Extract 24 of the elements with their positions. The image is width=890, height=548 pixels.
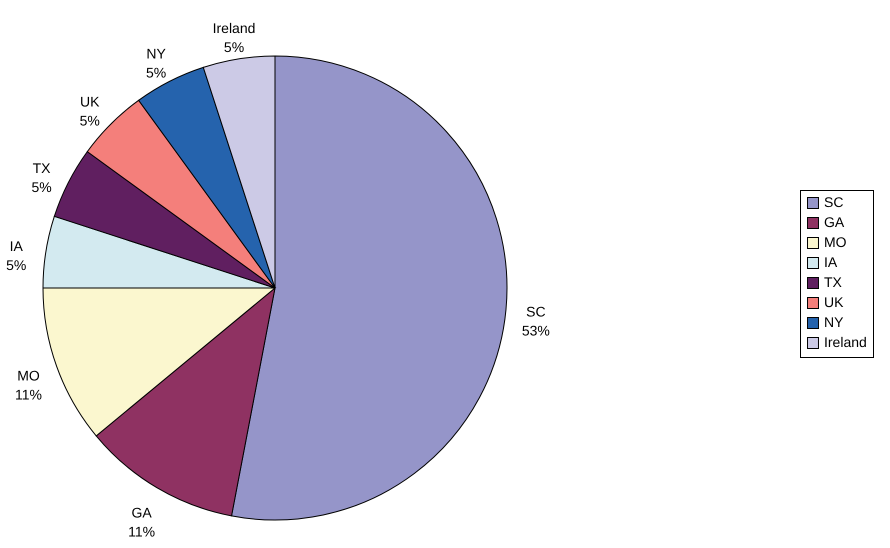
slice-label: GA [132, 504, 152, 521]
legend-label: GA [824, 214, 845, 230]
legend-label: SC [824, 194, 844, 210]
data-label: 11% [128, 524, 156, 540]
data-label: 5% [224, 39, 244, 56]
data-label: 5% [6, 257, 26, 274]
legend-label: UK [824, 294, 844, 310]
data-label: 5% [146, 64, 166, 81]
slice-label: Ireland [212, 20, 256, 36]
slice-label: IA [10, 238, 24, 254]
legend-label: NY [824, 314, 844, 330]
legend-label: IA [824, 254, 838, 270]
data-label: 11% [14, 386, 42, 403]
slice-label: UK [80, 94, 100, 110]
legend-label: Ireland [824, 334, 867, 350]
legend-label: MO [824, 234, 847, 250]
slice-label: NY [146, 46, 166, 62]
data-label: 5% [80, 112, 100, 129]
data-label: 53% [522, 322, 550, 339]
legend-label: TX [824, 274, 843, 290]
slice-label: SC [526, 304, 546, 320]
data-label: 5% [31, 179, 52, 196]
slice-label: TX [32, 160, 52, 176]
slice-label: MO [17, 368, 40, 384]
